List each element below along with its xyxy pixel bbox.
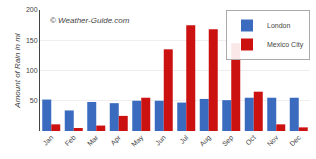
svg-text:200: 200 [26, 6, 38, 13]
svg-text:Nov: Nov [266, 133, 280, 147]
svg-text:© Weather-Guide.com: © Weather-Guide.com [50, 16, 130, 25]
svg-text:London: London [267, 22, 290, 29]
svg-text:50: 50 [30, 97, 38, 104]
svg-text:100: 100 [26, 67, 38, 74]
svg-text:Sep: Sep [221, 134, 236, 149]
svg-text:Apr: Apr [109, 133, 123, 147]
svg-text:Feb: Feb [63, 134, 77, 148]
svg-text:Amount of Rain in ml: Amount of Rain in ml [13, 33, 22, 108]
svg-text:Dec: Dec [288, 133, 302, 147]
svg-text:Jul: Jul [178, 133, 190, 145]
svg-text:Mar: Mar [86, 133, 100, 147]
svg-text:Jan: Jan [41, 134, 54, 147]
svg-text:150: 150 [26, 37, 38, 44]
svg-text:Jun: Jun [154, 134, 167, 147]
svg-text:Aug: Aug [198, 134, 213, 149]
svg-text:Oct: Oct [244, 134, 257, 147]
svg-text:May: May [130, 133, 145, 148]
svg-text:Mexico City: Mexico City [267, 41, 304, 49]
